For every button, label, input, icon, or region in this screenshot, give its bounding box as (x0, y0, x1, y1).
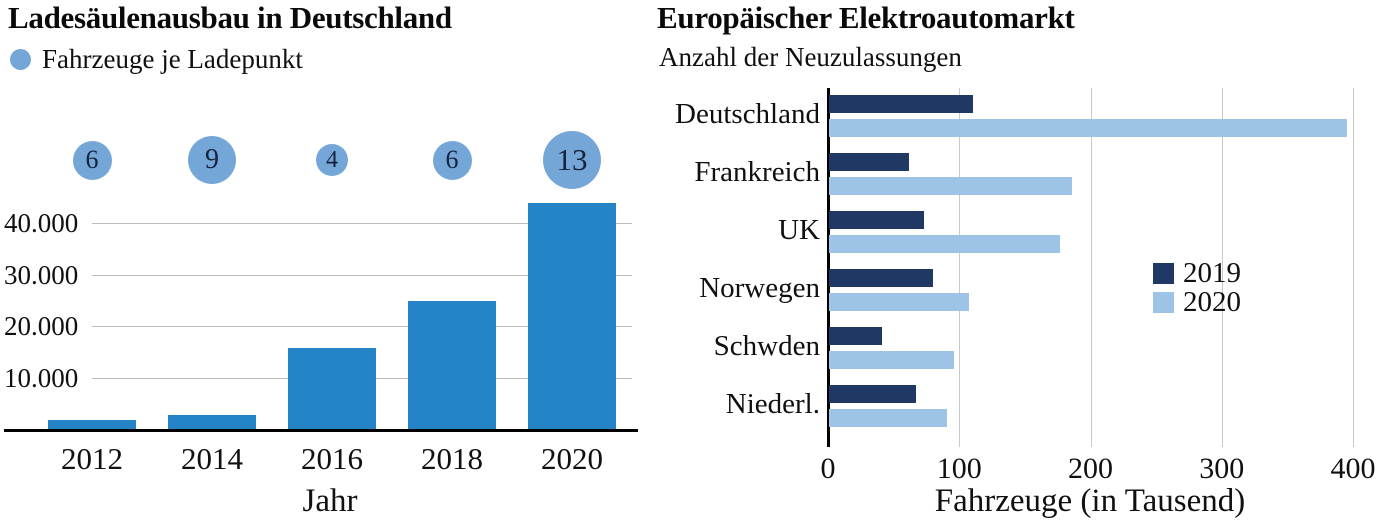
x-gridline (959, 88, 961, 447)
bar-2020-Schwden (829, 351, 954, 369)
x-axis-line (4, 429, 638, 432)
x-tick-label: 2018 (421, 441, 483, 476)
bar-2019-UK (829, 211, 924, 229)
x-tick-label: 300 (1199, 452, 1245, 485)
bubble-value: 13 (543, 131, 601, 189)
bubble-value: 4 (316, 144, 348, 176)
bubble-value: 9 (188, 136, 236, 184)
bar-2019-Schwden (829, 327, 882, 345)
x-tick-label: 2014 (181, 441, 243, 476)
bar-2020-Deutschland (829, 119, 1347, 137)
x-tick-label: 100 (936, 452, 982, 485)
bar-2020 (528, 203, 616, 430)
x-tick-label: 0 (820, 452, 836, 485)
y-axis-line (827, 88, 830, 447)
category-label: Norwegen (699, 272, 820, 304)
left-chart-title: Ladesäulenausbau in Deutschland (8, 0, 452, 35)
bubble-value: 6 (72, 140, 112, 180)
category-label: UK (778, 214, 820, 246)
x-tick-label: 200 (1068, 452, 1113, 485)
legend-label-2019: 2019 (1183, 257, 1241, 289)
bar-2018 (408, 301, 496, 430)
x-gridline (1090, 88, 1092, 447)
bar-2020-Frankreich (829, 177, 1072, 195)
y-gridline (92, 326, 632, 327)
bubble-value: 6 (432, 140, 472, 180)
x-tick-label: 2012 (61, 441, 123, 476)
bar-2020-Niederl. (829, 409, 947, 427)
chart-elektroautomarkt: Europäischer Elektroautomarkt Anzahl der… (655, 0, 1382, 531)
chart-ladesaeulenausbau: Ladesäulenausbau in Deutschland Fahrzeug… (0, 0, 650, 531)
legend-label: Fahrzeuge je Ladepunkt (42, 44, 303, 74)
left-plot-area: 10.000 20.000 30.000 40.000 2012 6 2014 9 2016 4 2… (0, 0, 650, 531)
bar-2016 (288, 348, 376, 430)
bar-2019-Frankreich (829, 153, 909, 171)
x-tick-label: 400 (1330, 452, 1376, 485)
x-gridline (1353, 88, 1354, 447)
bar-2020-Norwegen (829, 293, 969, 311)
legend-dot-icon (10, 49, 31, 70)
left-chart-legend: Fahrzeuge je Ladepunkt (10, 44, 303, 75)
right-plot-area: 0 100 200 300 400 Deutschland Frankreich UK Norw… (655, 0, 1382, 531)
category-label: Schwden (713, 330, 820, 362)
left-xaxis-title: Jahr (302, 483, 358, 519)
legend-swatch-2020 (1153, 292, 1174, 313)
category-label: Deutschland (675, 98, 820, 130)
y-tick-label: 20.000 (4, 311, 79, 341)
y-tick-label: 40.000 (4, 208, 79, 238)
x-tick-label: 2016 (301, 441, 363, 476)
x-tick-label: 2020 (541, 441, 603, 476)
legend-swatch-2019 (1153, 263, 1174, 284)
bar-2012 (48, 420, 136, 430)
x-gridline (1221, 88, 1223, 447)
right-chart-subtitle: Anzahl der Neuzulassungen (659, 42, 962, 72)
bar-2020-UK (829, 235, 1060, 253)
right-xaxis-title: Fahrzeuge (in Tausend) (934, 483, 1246, 519)
category-label: Frankreich (694, 156, 820, 188)
category-label: Niederl. (725, 388, 820, 420)
bar-2019-Deutschland (829, 95, 973, 113)
legend-label-2020: 2020 (1183, 286, 1241, 318)
y-gridline (92, 274, 632, 276)
y-gridline (92, 223, 632, 224)
bar-2019-Norwegen (829, 269, 933, 287)
y-tick-label: 10.000 (4, 362, 79, 393)
y-tick-label: 30.000 (4, 259, 79, 290)
bar-2014 (168, 415, 256, 430)
bar-2019-Niederl. (829, 385, 916, 403)
right-chart-title: Europäischer Elektroautomarkt (657, 0, 1075, 35)
